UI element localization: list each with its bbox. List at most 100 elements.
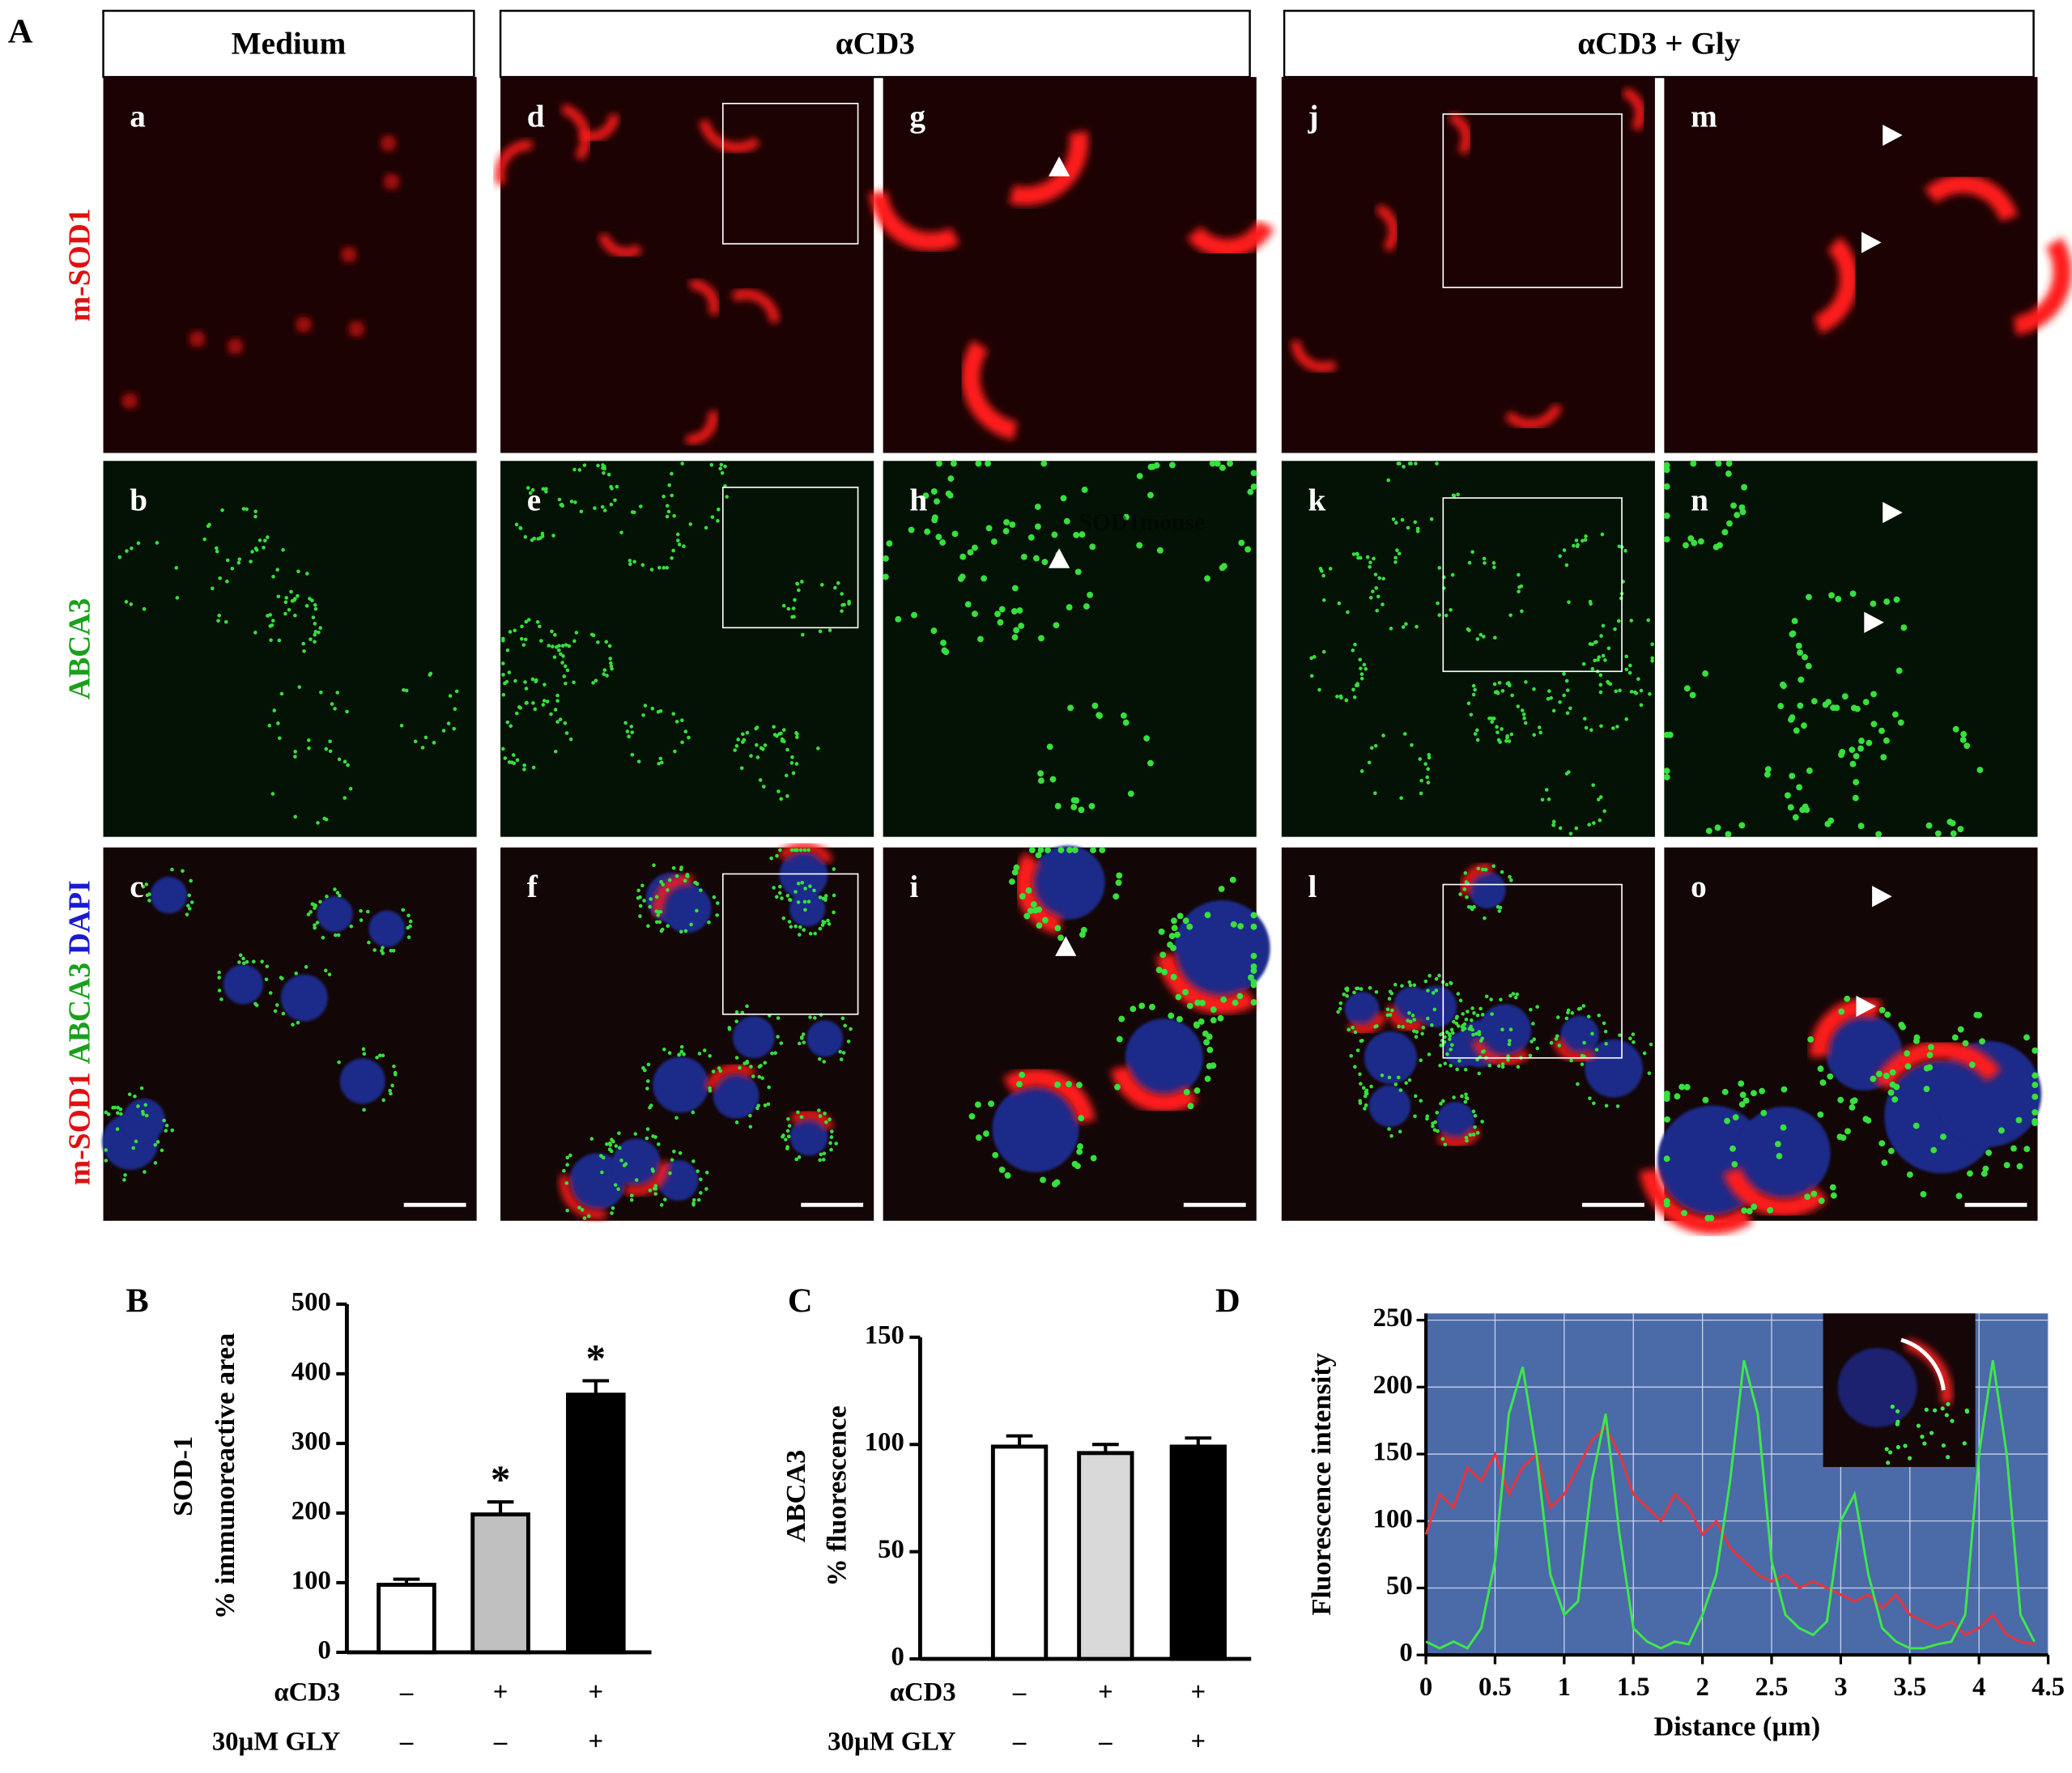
stain-green — [1606, 679, 1610, 684]
stain-green — [1508, 613, 1513, 618]
stain-green — [551, 644, 555, 648]
stain-green — [1569, 1058, 1573, 1063]
stain-green — [1168, 933, 1176, 940]
stain-green — [586, 1214, 591, 1218]
stain-green — [1730, 1145, 1736, 1152]
stain-green — [1423, 979, 1428, 984]
stain-green — [975, 1134, 982, 1142]
arrowhead — [1049, 156, 1070, 176]
stain-green — [1116, 872, 1123, 879]
panel-letter: d — [527, 99, 545, 134]
stain-green — [789, 761, 794, 765]
stain-green — [582, 1216, 587, 1220]
stain-green — [504, 679, 509, 684]
stain-green — [1721, 1088, 1729, 1095]
stain-green — [1496, 1064, 1501, 1068]
stain-green — [1206, 1046, 1214, 1053]
stain-green — [1388, 1013, 1393, 1017]
stain-green — [296, 569, 300, 574]
stain-green — [1470, 1018, 1474, 1023]
nucleus — [368, 910, 406, 947]
stain-green — [215, 549, 219, 554]
stain-green — [1624, 717, 1628, 721]
stain-green — [1697, 538, 1704, 545]
nucleus — [223, 964, 263, 1005]
stain-green — [375, 1056, 379, 1060]
stain-green — [1480, 1013, 1485, 1017]
stain-green — [1464, 1092, 1468, 1097]
nucleus — [612, 1138, 661, 1187]
stain-green — [834, 1142, 838, 1146]
stain-red — [705, 1064, 756, 1091]
stain-green — [1381, 576, 1385, 581]
stain-green — [1895, 667, 1903, 674]
stain-green — [453, 707, 457, 712]
stain-green — [1427, 755, 1432, 760]
stain-green — [342, 759, 347, 764]
stain-green — [759, 746, 764, 750]
stain-green — [1427, 1052, 1432, 1057]
stain-green — [564, 643, 568, 647]
stain-green — [1418, 757, 1422, 761]
stain-green — [392, 1064, 396, 1069]
stain-green — [790, 755, 794, 759]
stain-green — [1027, 908, 1034, 915]
stain-green — [787, 920, 792, 924]
stain-green — [1430, 1023, 1434, 1027]
stain-green — [1517, 589, 1521, 593]
stain-green — [1042, 916, 1049, 924]
stain-green — [513, 678, 517, 683]
stain-green — [1363, 1094, 1368, 1099]
stain-green — [1510, 693, 1514, 698]
stain-green — [1663, 466, 1670, 474]
stain-green — [734, 1019, 738, 1023]
stain-green — [802, 848, 807, 852]
bar — [990, 1444, 1049, 1661]
stain-green — [507, 760, 512, 764]
stain-green — [601, 1155, 606, 1160]
stain-green — [1521, 712, 1526, 716]
stain-green — [2032, 1109, 2039, 1116]
stain-green — [1689, 691, 1696, 699]
header-box — [499, 10, 1251, 79]
stain-green — [836, 580, 840, 585]
stain-green — [518, 706, 523, 710]
stain-green — [1598, 690, 1603, 695]
stain-green — [1407, 1078, 1412, 1082]
stain-green — [1473, 732, 1478, 736]
stain-green — [1582, 1040, 1586, 1045]
condition-sign: – — [1012, 1727, 1027, 1756]
stain-green — [544, 487, 548, 491]
nucleus — [1935, 1041, 2042, 1147]
stain-green — [1427, 752, 1432, 757]
stain-green — [1437, 566, 1442, 570]
stain-green — [328, 749, 333, 754]
stain-green — [1321, 573, 1325, 578]
stain-green — [2003, 1162, 2010, 1169]
stain-green — [777, 732, 781, 736]
stain-green — [144, 882, 149, 886]
stain-green — [1725, 831, 1732, 838]
stain-green — [787, 1124, 792, 1128]
stain-green — [1614, 689, 1619, 694]
stain-green — [572, 680, 576, 685]
stain-green — [911, 611, 917, 619]
stain-green — [1415, 529, 1420, 534]
stain-green — [749, 754, 753, 758]
stain-green — [1520, 708, 1525, 712]
stain-green — [147, 899, 151, 903]
stain-green — [1441, 1099, 1445, 1103]
stain-green — [562, 674, 567, 678]
stain-green — [1880, 754, 1887, 761]
stain-green — [785, 894, 790, 898]
stain-green — [1037, 770, 1045, 777]
stain-green — [143, 1103, 148, 1108]
stain-green — [633, 1132, 638, 1136]
stain-green — [1787, 804, 1794, 811]
stain-green — [1532, 733, 1537, 738]
panel-label: C — [788, 1282, 813, 1320]
stain-green — [1077, 1143, 1083, 1150]
stain-green — [1586, 1014, 1591, 1018]
inset-dot — [1916, 1423, 1921, 1428]
stain-green — [330, 702, 334, 706]
